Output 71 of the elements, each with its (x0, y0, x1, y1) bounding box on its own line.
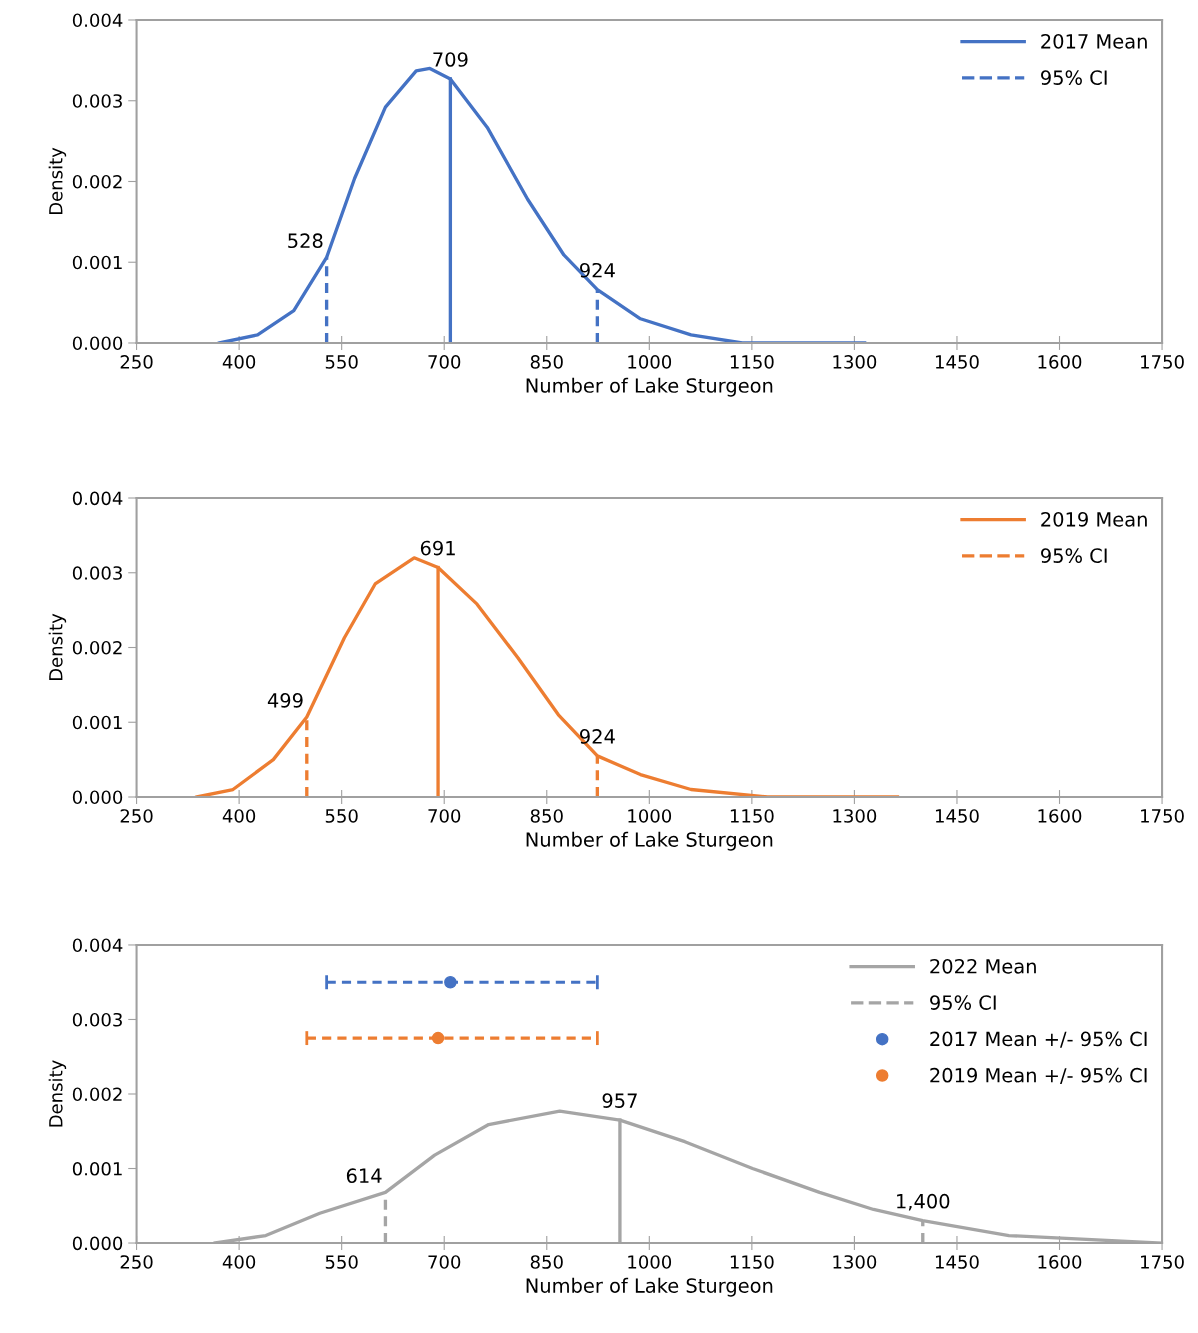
y-tick-label: 0.004 (72, 938, 123, 953)
annotation: 924 (580, 262, 615, 278)
y-tick-label: 0.004 (72, 13, 123, 28)
x-tick-label: 1000 (628, 809, 672, 823)
x-tick-label: 550 (325, 355, 358, 369)
legend-label: 2022 Mean (930, 958, 1036, 974)
legend-label: 2017 Mean (1041, 33, 1147, 49)
y-tick-label: 0.000 (72, 790, 123, 805)
x-tick-label: 850 (530, 809, 563, 823)
x-axis-title: Number of Lake Sturgeon (526, 377, 773, 397)
legend-label: 2019 Mean (1041, 511, 1147, 527)
x-tick-label: 1150 (730, 809, 774, 823)
x-tick-label: 1450 (935, 809, 979, 823)
y-tick-label: 0.002 (72, 174, 122, 189)
x-tick-label: 550 (325, 809, 358, 823)
x-tick-label: 700 (428, 1255, 461, 1269)
x-tick-label: 1300 (833, 809, 877, 823)
y-tick-label: 0.003 (72, 566, 122, 580)
legend-label: 95% CI (1041, 70, 1107, 85)
x-tick-label: 550 (325, 1255, 358, 1269)
x-tick-label: 1600 (1038, 355, 1082, 369)
x-tick-label: 1600 (1038, 809, 1082, 823)
x-tick-label: 1750 (1141, 1255, 1184, 1269)
y-tick-label: 0.001 (72, 255, 122, 270)
legend-label: 2017 Mean +/- 95% CI (930, 1031, 1147, 1048)
x-tick-label: 700 (428, 809, 461, 823)
x-tick-label: 1750 (1141, 355, 1184, 369)
y-tick-label: 0.002 (72, 1087, 122, 1102)
legend-label: 95% CI (1041, 548, 1107, 563)
x-tick-label: 400 (222, 1255, 256, 1269)
x-tick-label: 1450 (935, 1255, 979, 1269)
x-tick-label: 700 (428, 355, 461, 369)
annotation: 614 (346, 1168, 382, 1184)
y-axis-title: Density (48, 1060, 67, 1127)
x-axis-title: Number of Lake Sturgeon (526, 1277, 773, 1297)
x-axis-title: Number of Lake Sturgeon (526, 831, 773, 851)
annotation: 709 (433, 52, 468, 67)
x-tick-label: 850 (530, 1255, 563, 1269)
x-tick-label: 1750 (1141, 809, 1184, 823)
x-tick-label: 1600 (1038, 1255, 1082, 1269)
y-tick-label: 0.003 (72, 1012, 122, 1027)
x-tick-label: 250 (120, 355, 153, 369)
x-tick-label: 1150 (730, 355, 774, 369)
x-tick-label: 1300 (833, 355, 877, 369)
annotation: 957 (602, 1093, 637, 1108)
x-tick-label: 400 (222, 355, 256, 369)
y-axis-title: Density (48, 613, 67, 681)
x-tick-label: 1450 (935, 355, 979, 369)
y-tick-label: 0.002 (72, 640, 122, 655)
y-tick-label: 0.000 (72, 336, 123, 351)
annotation: 499 (267, 692, 303, 708)
y-tick-label: 0.000 (72, 1236, 123, 1251)
x-tick-label: 250 (120, 1255, 153, 1269)
y-tick-label: 0.001 (72, 715, 122, 730)
annotation: 924 (580, 729, 615, 744)
y-tick-label: 0.001 (72, 1161, 122, 1176)
x-tick-label: 1000 (628, 1255, 672, 1269)
legend-label: 95% CI (930, 995, 996, 1010)
annotation: 1,400 (897, 1193, 950, 1211)
y-tick-label: 0.004 (72, 491, 123, 506)
legend-label: 2019 Mean +/- 95% CI (930, 1067, 1147, 1085)
annotation: 691 (420, 540, 455, 556)
y-tick-label: 0.003 (72, 94, 122, 108)
x-tick-label: 1300 (833, 1255, 877, 1269)
annotation: 528 (288, 233, 323, 249)
x-tick-label: 250 (120, 809, 153, 823)
x-tick-label: 400 (222, 809, 256, 823)
y-axis-title: Density (48, 147, 67, 215)
x-tick-label: 1150 (730, 1255, 774, 1269)
x-tick-label: 850 (530, 355, 563, 369)
x-tick-label: 1000 (628, 355, 672, 369)
